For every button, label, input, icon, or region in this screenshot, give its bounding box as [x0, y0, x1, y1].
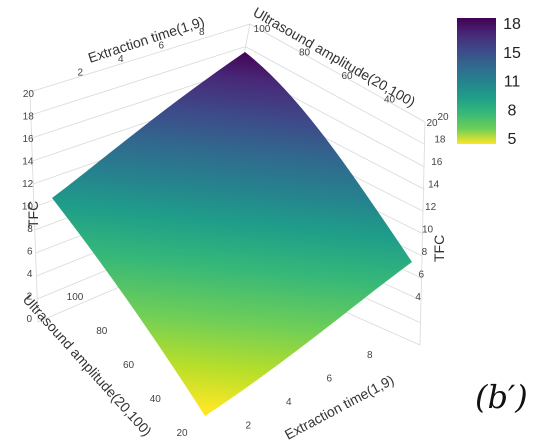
- x-tick-label-top: 8: [199, 27, 205, 38]
- z-tick-label-left: 0: [26, 314, 32, 325]
- z-gridline: [30, 46, 246, 116]
- x-tick-label-top: 4: [118, 54, 124, 65]
- z-tick-label-left: 2: [27, 292, 33, 303]
- x-axis-title-bottom: Extraction time(1,9): [282, 372, 397, 443]
- wall-edge: [419, 121, 426, 346]
- z-tick-label-right: 10: [422, 225, 434, 236]
- panel-label: (b′): [475, 378, 528, 416]
- y-tick-label-top: 100: [254, 24, 271, 35]
- z-tick-label-left: 6: [27, 247, 33, 258]
- z-tick-label-left: 16: [22, 134, 34, 145]
- z-tick-label-right: 20: [437, 112, 449, 123]
- x-tick-label-bottom: 8: [367, 350, 373, 361]
- z-gridline: [249, 23, 426, 123]
- y-tick-label-top: 40: [384, 95, 396, 106]
- y-tick-label-top: 20: [426, 118, 438, 129]
- y-tick-label-bottom: 60: [123, 360, 135, 371]
- x-tick-label-bottom: 4: [286, 397, 292, 408]
- y-tick-label-bottom: 80: [96, 326, 108, 337]
- colorbar-tick-label: 11: [504, 74, 521, 91]
- z-tick-label-right: 18: [434, 135, 446, 146]
- z-axis-title-right: TFC: [431, 235, 447, 262]
- x-tick-label-top: 6: [158, 40, 164, 51]
- colorbar: [457, 18, 496, 144]
- z-axis-title-left: TFC: [25, 201, 41, 228]
- y-tick-label-bottom: 20: [176, 428, 188, 439]
- y-tick-label-top: 60: [341, 71, 353, 82]
- y-tick-label-bottom: 40: [150, 394, 162, 405]
- z-tick-label-left: 18: [23, 112, 35, 123]
- z-gridline: [245, 46, 425, 145]
- colorbar-tick-label: 15: [503, 45, 521, 62]
- colorbar-tick-label: 18: [503, 16, 521, 33]
- x-tick-label-bottom: 2: [245, 420, 251, 431]
- y-axis-title-bottom: Ultrasound amplitude(20,100): [20, 291, 155, 439]
- z-tick-label-left: 8: [27, 224, 33, 235]
- z-gridline: [29, 23, 251, 93]
- colorbar-tick-label: 8: [508, 102, 517, 119]
- x-tick-label-top: 2: [77, 67, 83, 78]
- z-tick-label-left: 10: [22, 202, 34, 213]
- z-tick-label-left: 12: [22, 179, 34, 190]
- wall-edge: [29, 91, 39, 323]
- z-tick-label-left: 14: [22, 157, 34, 168]
- x-axis-title-top: Extraction time(1,9): [86, 13, 206, 66]
- z-tick-label-right: 12: [425, 202, 437, 213]
- z-tick-label-right: 16: [431, 157, 443, 168]
- z-tick-label-right: 8: [422, 247, 428, 258]
- z-tick-label-left: 4: [27, 269, 33, 280]
- axis-ticks: 0 2 4 6 8 10 12 14 16 18 20 4 6 8 10 12 14 16 18 20 2 4 6 8 20 40…: [22, 24, 449, 439]
- z-tick-label-right: 4: [415, 292, 421, 303]
- z-tick-label-left: 20: [23, 89, 35, 100]
- z-tick-label-right: 6: [419, 270, 425, 281]
- colorbar-ticks: 18 15 11 8 5: [503, 16, 521, 148]
- colorbar-tick-label: 5: [508, 131, 517, 148]
- tfc-surface: [52, 52, 412, 416]
- x-tick-label-bottom: 6: [326, 373, 332, 384]
- y-tick-label-top: 80: [299, 48, 311, 59]
- z-tick-label-right: 14: [428, 180, 440, 191]
- y-tick-label-bottom: 100: [67, 292, 84, 303]
